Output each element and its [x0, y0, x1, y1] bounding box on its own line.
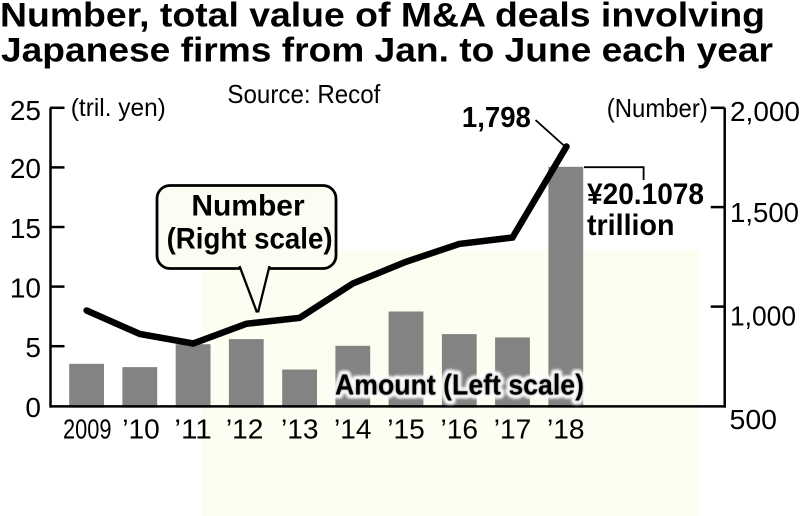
svg-text:20: 20 — [10, 153, 41, 184]
svg-text:1,000: 1,000 — [730, 301, 796, 332]
svg-text:Amount (Left scale): Amount (Left scale) — [335, 369, 584, 401]
svg-text:’10: ’10 — [122, 414, 160, 445]
svg-text:2009: 2009 — [63, 414, 112, 445]
svg-text:Japanese firms from Jan. to Ju: Japanese firms from Jan. to June each ye… — [1, 32, 773, 70]
svg-text:(Number): (Number) — [607, 93, 708, 123]
svg-text:trillion: trillion — [587, 210, 675, 242]
svg-text:Number: Number — [191, 190, 305, 223]
svg-text:10: 10 — [10, 272, 41, 303]
svg-text:’18: ’18 — [547, 414, 585, 445]
svg-text:’13: ’13 — [281, 414, 319, 445]
svg-text:Amount (Left scale): Amount (Left scale) — [335, 369, 584, 401]
svg-text:’11: ’11 — [174, 414, 212, 445]
svg-text:0: 0 — [25, 392, 41, 423]
svg-text:’15: ’15 — [387, 414, 425, 445]
svg-text:¥20.1078: ¥20.1078 — [587, 179, 704, 211]
svg-text:5: 5 — [25, 332, 41, 363]
svg-text:’17: ’17 — [494, 414, 532, 445]
svg-text:’12: ’12 — [226, 414, 264, 445]
svg-text:Number, total value of M&A dea: Number, total value of M&A deals involvi… — [0, 0, 765, 34]
svg-text:(tril. yen): (tril. yen) — [71, 94, 166, 122]
svg-text:1,500: 1,500 — [730, 197, 799, 228]
svg-text:15: 15 — [10, 213, 41, 244]
svg-text:2,000: 2,000 — [730, 96, 800, 127]
svg-text:(Right scale): (Right scale) — [167, 223, 333, 256]
svg-text:Source: Recof: Source: Recof — [227, 79, 381, 109]
svg-text:500: 500 — [730, 404, 778, 435]
svg-text:25: 25 — [10, 95, 41, 126]
svg-text:1,798: 1,798 — [462, 102, 531, 134]
svg-text:’14: ’14 — [334, 414, 372, 445]
svg-text:’16: ’16 — [441, 414, 479, 445]
